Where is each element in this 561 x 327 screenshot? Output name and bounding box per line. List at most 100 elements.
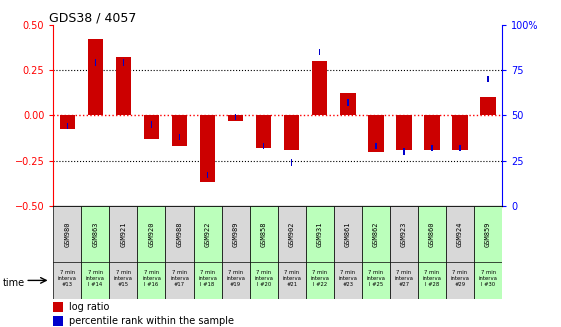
- Text: GSM931: GSM931: [317, 222, 323, 247]
- Bar: [390, 262, 418, 299]
- Bar: [306, 206, 334, 263]
- Text: GSM860: GSM860: [429, 222, 435, 247]
- Bar: [109, 262, 137, 299]
- Text: 7 min
interva
#27: 7 min interva #27: [394, 270, 413, 287]
- Text: GSM989: GSM989: [233, 222, 238, 247]
- FancyBboxPatch shape: [67, 123, 68, 129]
- FancyBboxPatch shape: [347, 99, 348, 106]
- Bar: [424, 115, 440, 150]
- Bar: [228, 115, 243, 121]
- Bar: [278, 206, 306, 263]
- Bar: [194, 206, 222, 263]
- FancyBboxPatch shape: [319, 49, 320, 55]
- Bar: [116, 57, 131, 115]
- Text: 7 min
interva
I #14: 7 min interva I #14: [86, 270, 105, 287]
- Text: 7 min
interva
#13: 7 min interva #13: [58, 270, 77, 287]
- Text: GSM902: GSM902: [289, 222, 295, 247]
- Text: GSM859: GSM859: [485, 222, 491, 247]
- Bar: [452, 115, 468, 150]
- Text: percentile rank within the sample: percentile rank within the sample: [69, 316, 234, 326]
- Bar: [59, 115, 75, 129]
- FancyBboxPatch shape: [488, 76, 489, 82]
- Bar: [137, 206, 165, 263]
- FancyBboxPatch shape: [235, 114, 236, 120]
- Text: GSM988: GSM988: [177, 222, 182, 247]
- Bar: [144, 115, 159, 139]
- FancyBboxPatch shape: [95, 60, 96, 66]
- Bar: [81, 262, 109, 299]
- FancyBboxPatch shape: [291, 159, 292, 166]
- Text: log ratio: log ratio: [69, 302, 109, 312]
- Bar: [480, 97, 496, 115]
- Bar: [172, 115, 187, 146]
- FancyBboxPatch shape: [263, 143, 264, 149]
- Bar: [250, 262, 278, 299]
- Bar: [250, 206, 278, 263]
- FancyBboxPatch shape: [375, 143, 376, 149]
- Text: GSM861: GSM861: [345, 222, 351, 247]
- Text: GSM924: GSM924: [457, 222, 463, 247]
- Bar: [53, 262, 81, 299]
- FancyBboxPatch shape: [431, 145, 433, 151]
- Bar: [446, 206, 474, 263]
- Bar: [340, 94, 356, 115]
- Bar: [53, 206, 81, 263]
- Bar: [418, 262, 446, 299]
- Bar: [284, 115, 300, 150]
- Bar: [474, 262, 502, 299]
- Bar: [334, 206, 362, 263]
- Bar: [109, 206, 137, 263]
- Bar: [312, 61, 328, 115]
- Bar: [194, 262, 222, 299]
- Text: 7 min
interva
I #18: 7 min interva I #18: [198, 270, 217, 287]
- Text: 7 min
interva
#21: 7 min interva #21: [282, 270, 301, 287]
- Text: GSM858: GSM858: [261, 222, 266, 247]
- Bar: [53, 316, 63, 326]
- Bar: [418, 206, 446, 263]
- Bar: [306, 262, 334, 299]
- Bar: [334, 262, 362, 299]
- Text: GSM923: GSM923: [401, 222, 407, 247]
- Text: GDS38 / 4057: GDS38 / 4057: [49, 11, 136, 25]
- Text: GSM863: GSM863: [93, 222, 98, 247]
- Text: GSM862: GSM862: [373, 222, 379, 247]
- Bar: [222, 262, 250, 299]
- Bar: [474, 206, 502, 263]
- Text: 7 min
interva
I #25: 7 min interva I #25: [366, 270, 385, 287]
- FancyBboxPatch shape: [179, 134, 180, 140]
- Bar: [222, 206, 250, 263]
- Text: GSM920: GSM920: [149, 222, 154, 247]
- Text: GSM921: GSM921: [121, 222, 126, 247]
- Text: 7 min
interva
#23: 7 min interva #23: [338, 270, 357, 287]
- Text: 7 min
interva
I #28: 7 min interva I #28: [422, 270, 442, 287]
- Bar: [81, 206, 109, 263]
- Bar: [137, 262, 165, 299]
- Text: GSM922: GSM922: [205, 222, 210, 247]
- Text: 7 min
interva
#17: 7 min interva #17: [170, 270, 189, 287]
- Text: 7 min
interva
#29: 7 min interva #29: [450, 270, 470, 287]
- Bar: [368, 115, 384, 151]
- FancyBboxPatch shape: [151, 121, 152, 128]
- Bar: [53, 302, 63, 312]
- Bar: [200, 115, 215, 182]
- Bar: [390, 206, 418, 263]
- Text: 7 min
interva
I #22: 7 min interva I #22: [310, 270, 329, 287]
- Bar: [256, 115, 272, 148]
- Bar: [278, 262, 306, 299]
- Bar: [88, 39, 103, 115]
- Bar: [362, 262, 390, 299]
- Bar: [446, 262, 474, 299]
- Text: GSM980: GSM980: [65, 222, 70, 247]
- Text: 7 min
interva
#19: 7 min interva #19: [226, 270, 245, 287]
- Text: 7 min
interva
I #16: 7 min interva I #16: [142, 270, 161, 287]
- Bar: [362, 206, 390, 263]
- Text: 7 min
interva
I #30: 7 min interva I #30: [479, 270, 498, 287]
- Text: time: time: [3, 278, 25, 288]
- Bar: [396, 115, 412, 150]
- Text: 7 min
interva
I #20: 7 min interva I #20: [254, 270, 273, 287]
- FancyBboxPatch shape: [207, 172, 208, 178]
- Bar: [165, 206, 194, 263]
- FancyBboxPatch shape: [123, 60, 124, 66]
- Bar: [165, 262, 194, 299]
- FancyBboxPatch shape: [403, 148, 404, 155]
